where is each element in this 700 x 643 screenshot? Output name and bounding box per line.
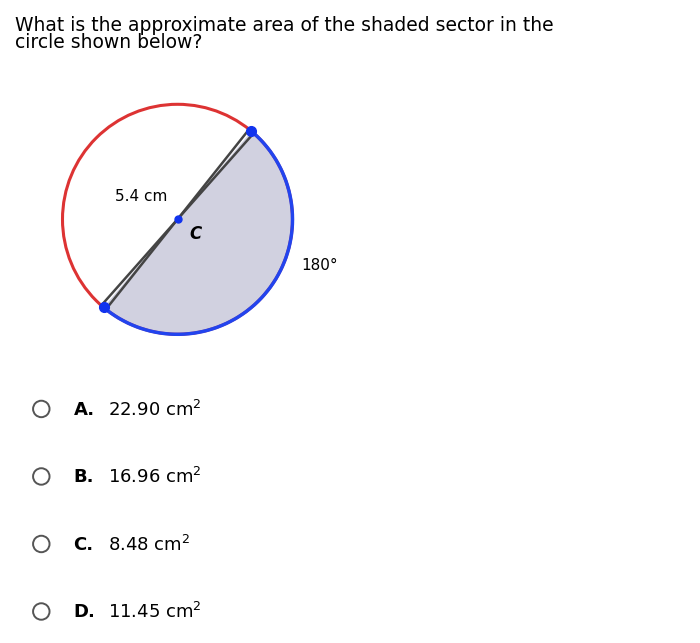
Text: A.: A. [74, 401, 95, 419]
Text: What is the approximate area of the shaded sector in the: What is the approximate area of the shad… [15, 16, 554, 35]
Text: 16.96 cm$^2$: 16.96 cm$^2$ [108, 467, 202, 487]
Text: 11.45 cm$^2$: 11.45 cm$^2$ [108, 602, 202, 622]
Wedge shape [104, 131, 293, 334]
Text: D.: D. [74, 603, 95, 621]
Text: 8.48 cm$^2$: 8.48 cm$^2$ [108, 534, 190, 555]
Text: 180°: 180° [302, 258, 338, 273]
Text: B.: B. [74, 468, 94, 486]
Text: C.: C. [74, 536, 94, 554]
Text: C: C [189, 225, 202, 243]
Text: 22.90 cm$^2$: 22.90 cm$^2$ [108, 399, 202, 420]
Text: 5.4 cm: 5.4 cm [115, 189, 167, 204]
Text: circle shown below?: circle shown below? [15, 33, 203, 53]
